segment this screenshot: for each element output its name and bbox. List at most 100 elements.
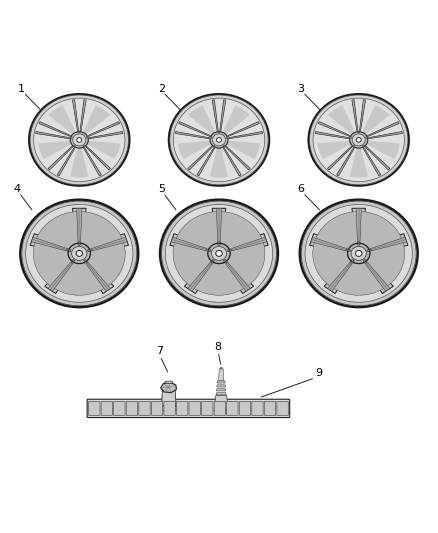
Ellipse shape — [364, 260, 366, 262]
Polygon shape — [170, 233, 208, 253]
Ellipse shape — [366, 136, 368, 139]
Polygon shape — [91, 233, 128, 253]
Ellipse shape — [86, 136, 88, 139]
Polygon shape — [219, 106, 250, 140]
FancyBboxPatch shape — [252, 401, 263, 415]
Ellipse shape — [350, 132, 368, 148]
FancyBboxPatch shape — [239, 401, 251, 415]
Polygon shape — [356, 208, 361, 241]
Text: 2: 2 — [158, 84, 165, 94]
Ellipse shape — [162, 201, 276, 306]
Polygon shape — [71, 140, 88, 177]
Text: 3: 3 — [297, 84, 304, 94]
Text: 9: 9 — [315, 368, 322, 378]
Polygon shape — [226, 262, 250, 292]
Polygon shape — [310, 233, 347, 253]
FancyBboxPatch shape — [139, 401, 150, 415]
Ellipse shape — [308, 94, 409, 185]
Polygon shape — [318, 122, 350, 136]
FancyBboxPatch shape — [88, 401, 100, 415]
Polygon shape — [175, 132, 209, 139]
Ellipse shape — [34, 98, 125, 182]
Polygon shape — [39, 122, 71, 136]
FancyBboxPatch shape — [126, 401, 138, 415]
Ellipse shape — [367, 249, 370, 252]
Polygon shape — [173, 240, 212, 287]
Ellipse shape — [223, 146, 225, 147]
Polygon shape — [178, 140, 219, 159]
Polygon shape — [313, 240, 351, 287]
Polygon shape — [188, 146, 212, 170]
Ellipse shape — [212, 246, 226, 261]
Ellipse shape — [350, 136, 352, 139]
Ellipse shape — [70, 132, 88, 148]
Text: 1: 1 — [18, 84, 25, 94]
Ellipse shape — [212, 260, 214, 262]
Polygon shape — [365, 262, 390, 292]
Ellipse shape — [88, 249, 90, 252]
Polygon shape — [80, 100, 86, 131]
Polygon shape — [332, 263, 386, 295]
Ellipse shape — [210, 132, 228, 148]
FancyBboxPatch shape — [189, 401, 201, 415]
Polygon shape — [52, 263, 106, 295]
FancyBboxPatch shape — [177, 401, 188, 415]
Ellipse shape — [358, 131, 360, 133]
Polygon shape — [210, 140, 228, 177]
Polygon shape — [315, 132, 349, 139]
Ellipse shape — [216, 138, 222, 142]
Polygon shape — [214, 395, 228, 410]
Polygon shape — [179, 122, 210, 136]
Ellipse shape — [73, 134, 86, 146]
Ellipse shape — [208, 243, 230, 264]
Polygon shape — [57, 148, 75, 176]
Polygon shape — [35, 212, 79, 250]
Polygon shape — [315, 212, 359, 250]
Polygon shape — [364, 261, 393, 294]
Polygon shape — [88, 122, 120, 136]
FancyBboxPatch shape — [87, 399, 290, 417]
Polygon shape — [212, 100, 218, 131]
Polygon shape — [318, 140, 359, 159]
Ellipse shape — [30, 95, 128, 185]
Polygon shape — [216, 389, 226, 391]
Polygon shape — [216, 393, 226, 395]
Ellipse shape — [84, 260, 86, 262]
Ellipse shape — [351, 246, 366, 261]
Polygon shape — [217, 385, 226, 387]
Polygon shape — [85, 261, 114, 294]
Ellipse shape — [78, 243, 81, 245]
Ellipse shape — [356, 138, 361, 142]
Text: 4: 4 — [14, 184, 21, 195]
FancyBboxPatch shape — [164, 401, 175, 415]
Polygon shape — [73, 208, 86, 241]
Ellipse shape — [216, 251, 222, 256]
Polygon shape — [350, 140, 367, 177]
Polygon shape — [87, 240, 125, 287]
Polygon shape — [328, 146, 352, 170]
Polygon shape — [219, 140, 260, 159]
Text: 5: 5 — [158, 184, 165, 195]
Polygon shape — [229, 132, 263, 139]
Polygon shape — [175, 212, 219, 250]
Polygon shape — [359, 106, 390, 140]
Polygon shape — [48, 106, 79, 140]
Polygon shape — [79, 212, 123, 250]
Ellipse shape — [348, 249, 350, 252]
Polygon shape — [359, 212, 403, 250]
Polygon shape — [162, 387, 176, 405]
Ellipse shape — [160, 200, 278, 307]
Polygon shape — [216, 208, 222, 241]
Polygon shape — [192, 263, 246, 295]
Polygon shape — [77, 208, 82, 241]
Polygon shape — [328, 262, 352, 292]
Ellipse shape — [68, 243, 91, 264]
Ellipse shape — [305, 205, 412, 302]
Polygon shape — [363, 148, 381, 176]
Polygon shape — [220, 100, 226, 131]
Polygon shape — [328, 106, 359, 140]
Ellipse shape — [352, 260, 354, 262]
Polygon shape — [86, 146, 110, 170]
Ellipse shape — [300, 200, 418, 307]
Polygon shape — [197, 148, 215, 176]
